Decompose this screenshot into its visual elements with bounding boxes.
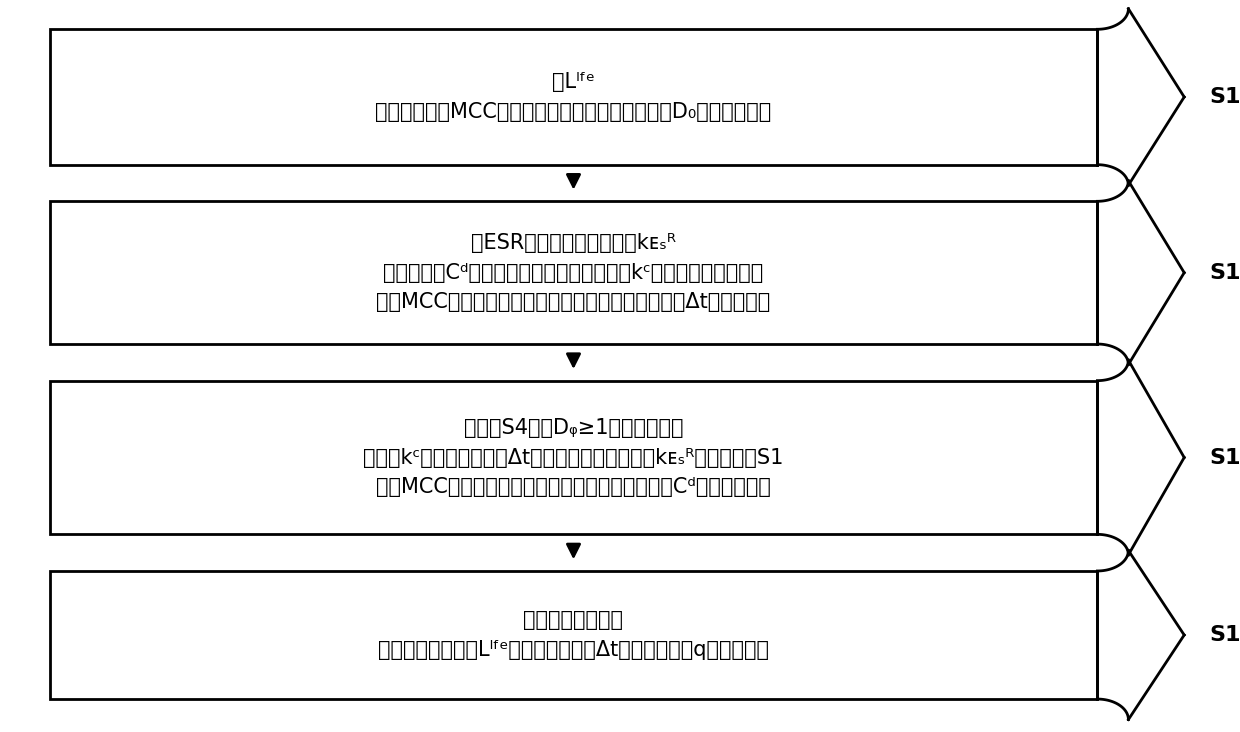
Text: S101: S101 (1209, 87, 1240, 107)
Bar (50, 29, 1097, 165)
Text: S104: S104 (1209, 625, 1240, 645)
Bar (50, 571, 1097, 699)
Text: 至步骤S4，当Dᵩ≥1时，停止循环: 至步骤S4，当Dᵩ≥1时，停止循环 (464, 418, 683, 438)
Text: 正因子kᶜ、采样时间间隔Δt以及第二老化修正因子kᴇₛᴿ，循环步骤S1: 正因子kᶜ、采样时间间隔Δt以及第二老化修正因子kᴇₛᴿ，循环步骤S1 (363, 447, 784, 468)
Bar (50, 381, 1097, 534)
Text: 器的寿命评估结果: 器的寿命评估结果 (523, 610, 624, 630)
Text: S103: S103 (1209, 447, 1240, 468)
Text: 根据MCC的运行参数、任务剖面参数、额定电容值Cᵈ、第一老化修: 根据MCC的运行参数、任务剖面参数、额定电容值Cᵈ、第一老化修 (376, 477, 771, 497)
Text: S102: S102 (1209, 263, 1240, 283)
Bar (50, 201, 1097, 344)
Text: 阻ESR的第二老化修正因子kᴇₛᴿ: 阻ESR的第二老化修正因子kᴇₛᴿ (471, 234, 676, 253)
Text: 获取MCC的运行参数、任务剖面参数、采样时间间隔Δt、电容器的: 获取MCC的运行参数、任务剖面参数、采样时间间隔Δt、电容器的 (377, 292, 770, 312)
Text: 命Lᴵᶠᵉ: 命Lᴵᶠᵉ (552, 72, 595, 92)
Text: 初始化待检测MCC的子模块中电容器的初始损伤度D₀和电容器的寿: 初始化待检测MCC的子模块中电容器的初始损伤度D₀和电容器的寿 (376, 102, 771, 122)
Text: 额定电容值Cᵈ、电容器的第一老化修正因子kᶜ以及电容器的等效电: 额定电容值Cᵈ、电容器的第一老化修正因子kᶜ以及电容器的等效电 (383, 263, 764, 283)
Text: 根据电容器的寿命Lᴵᶠᵉ、采样时间间隔Δt和循环的次数q，生成电容: 根据电容器的寿命Lᴵᶠᵉ、采样时间间隔Δt和循环的次数q，生成电容 (378, 640, 769, 660)
